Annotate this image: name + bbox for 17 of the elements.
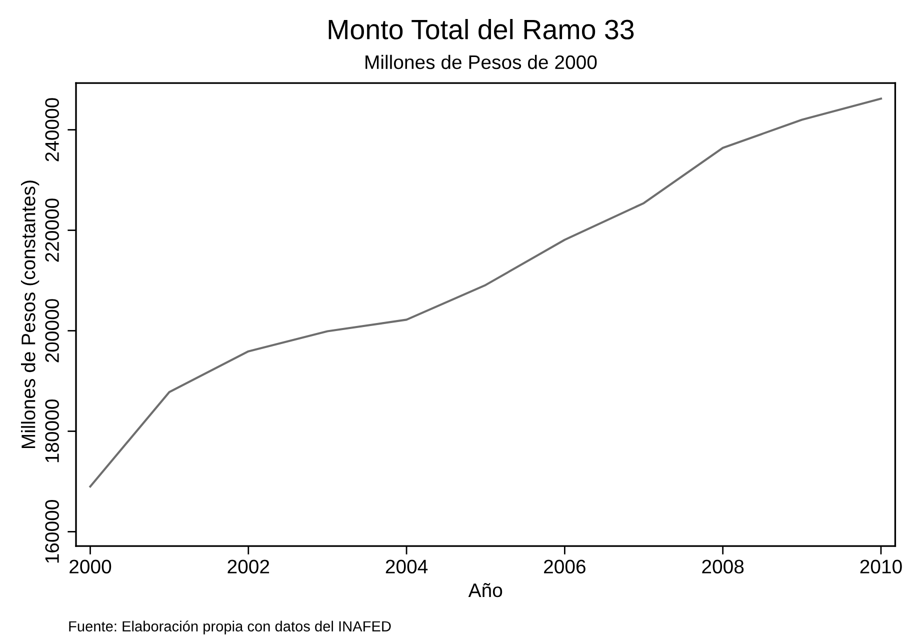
x-tick-label: 2010 <box>860 560 902 574</box>
y-axis-title: Millones de Pesos (constantes) <box>21 180 40 448</box>
chart-subtitle: Millones de Pesos de 2000 <box>366 54 597 70</box>
chart-title: Monto Total del Ramo 33 <box>328 19 634 40</box>
y-tick-label: 220000 <box>45 198 59 262</box>
line-series <box>89 98 882 488</box>
y-tick-label: 160000 <box>45 500 59 563</box>
x-axis-title: Año <box>468 583 502 598</box>
x-tick-label: 2000 <box>70 560 112 574</box>
source-note: Fuente: Elaboración propia con datos del INAFED <box>69 620 391 634</box>
y-tick-label: 240000 <box>45 98 59 162</box>
y-tick-label: 200000 <box>45 299 59 362</box>
x-tick-label: 2004 <box>386 560 428 574</box>
y-tick-label: 180000 <box>45 400 59 462</box>
x-tick-label: 2006 <box>544 560 586 574</box>
x-tick-label: 2002 <box>228 560 270 574</box>
x-tick-label: 2008 <box>702 560 744 574</box>
